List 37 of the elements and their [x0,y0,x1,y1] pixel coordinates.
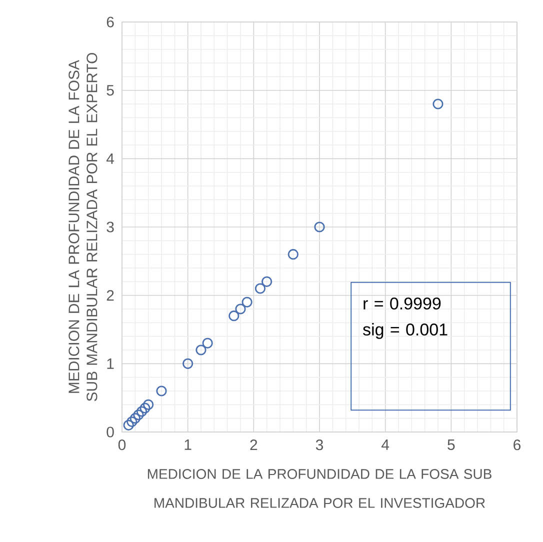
y-tick-label: 6 [106,16,114,28]
point [133,410,144,420]
point [228,310,240,322]
point [235,304,246,314]
y-axis-title: MEDICION DE LA PROFUNDIDAD DE LA FOSA SUB MANDIBULAR RELIZADA POR EL EXPERTO [68,52,98,402]
y-tick-label: 0 [106,426,114,438]
y-tick-label: 3 [106,222,114,232]
y-tick-label: 4 [106,154,114,164]
point [262,276,272,287]
point [202,338,213,348]
x-tick-label: 1 [184,440,192,450]
point [196,344,206,356]
point [130,413,140,424]
y-tick-label: 1 [107,358,114,369]
point [254,283,266,294]
x-tick-label: 5 [448,440,455,450]
point [182,358,194,369]
x-tick-label: 2 [250,440,258,450]
point [156,386,167,396]
point [123,420,134,430]
text: MEDICION DE LA PROFUNDIDAD DE LA FOSA SUB MANDIBULAR RELIZADA POR EL INVESTIGADOR [148,469,492,508]
point [314,222,325,232]
annotation: sig = 0.001 [363,323,448,339]
point [242,296,252,308]
y-tick-label: 5 [106,85,114,96]
point [126,416,138,428]
x-tick-label: 4 [382,440,390,450]
x-tick-label: 0 [118,440,126,450]
point [432,98,444,110]
x-tick-label: 6 [514,440,521,450]
point [136,406,148,417]
point [288,249,298,260]
annotation: r = 0.9999 [364,298,441,310]
point [140,402,150,414]
y-tick-label: 2 [106,290,114,301]
point [143,399,154,410]
x-tick-label: 3 [316,440,324,450]
